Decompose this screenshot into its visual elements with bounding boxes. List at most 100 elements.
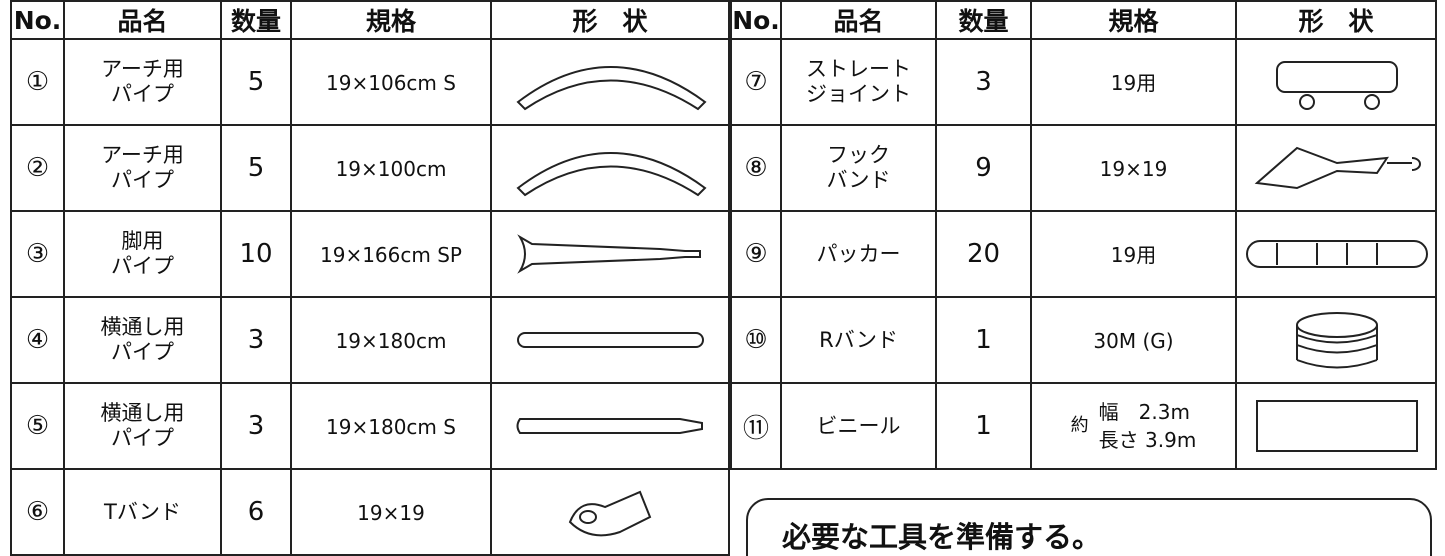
item-row: ⑦ ストレート ジョイント 3 19用 — [730, 38, 1437, 126]
item-spec: 30M (G) — [1030, 296, 1237, 384]
item-spec: 19×166cm SP — [290, 210, 492, 298]
item-quantity: 3 — [935, 38, 1032, 126]
spec-prefix: 約 — [1070, 415, 1089, 436]
name-line: Tバンド — [104, 499, 181, 524]
item-shape — [490, 296, 730, 384]
item-name: フック バンド — [780, 124, 937, 212]
spec-line: 19×100cm — [335, 156, 447, 181]
item-row: ⑪ ビニール 1 約幅 2.3m 長さ 3.9m — [730, 382, 1437, 470]
item-name: ビニール — [780, 382, 937, 470]
header-cell: 規格 — [290, 0, 492, 40]
header-cell: 数量 — [935, 0, 1032, 40]
item-quantity: 10 — [220, 210, 292, 298]
item-row: ① アーチ用 パイプ 5 19×106cm S — [10, 38, 730, 126]
item-shape — [490, 38, 730, 126]
item-quantity: 6 — [220, 468, 292, 556]
item-name: ストレート ジョイント — [780, 38, 937, 126]
item-quantity: 3 — [220, 382, 292, 470]
item-spec: 19用 — [1030, 38, 1237, 126]
item-number: ⑥ — [10, 468, 65, 556]
item-quantity: 1 — [935, 296, 1032, 384]
shape-icon — [568, 490, 652, 537]
item-number: ⑦ — [730, 38, 782, 126]
item-row: ⑧ フック バンド 9 19×19 — [730, 124, 1437, 212]
shape-icon — [516, 152, 707, 197]
header-cell: No. — [10, 0, 65, 40]
item-number: ⑧ — [730, 124, 782, 212]
header-cell: 品名 — [63, 0, 222, 40]
shape-icon — [516, 418, 703, 434]
item-number: ④ — [10, 296, 65, 384]
item-row: ⑨ パッカー 20 19用 — [730, 210, 1437, 298]
item-quantity: 3 — [220, 296, 292, 384]
spec-lines: 19×166cm SP — [320, 241, 462, 269]
shape-icon — [516, 66, 707, 111]
item-shape — [1235, 296, 1437, 384]
header-cell: 形 状 — [1235, 0, 1437, 40]
note-box: 必要な工具を準備する。 — [746, 498, 1432, 556]
shape-icon — [1246, 240, 1428, 268]
item-shape — [490, 210, 730, 298]
spec-lines: 19×180cm — [336, 327, 447, 355]
name-line: パイプ — [111, 82, 174, 106]
item-shape — [490, 468, 730, 556]
item-number: ⑩ — [730, 296, 782, 384]
name-line: パイプ — [111, 254, 174, 278]
item-name: 脚用 パイプ — [63, 210, 222, 298]
item-shape — [490, 382, 730, 470]
spec-line: 19×106cm S — [326, 70, 456, 95]
item-row: ③ 脚用 パイプ 10 19×166cm SP — [10, 210, 730, 298]
spec-line: 19×180cm S — [326, 414, 456, 439]
item-row: ⑥ Tバンド 6 19×19 — [10, 468, 730, 556]
spec-line: 19用 — [1110, 242, 1157, 267]
item-spec: 19×106cm S — [290, 38, 492, 126]
spec-lines: 19×180cm S — [326, 413, 456, 441]
item-name: Tバンド — [63, 468, 222, 556]
item-number: ⑤ — [10, 382, 65, 470]
item-number: ⑨ — [730, 210, 782, 298]
item-shape — [1235, 382, 1437, 470]
shape-icon — [1256, 400, 1418, 452]
spec-line: 長さ 3.9m — [1098, 428, 1197, 452]
shape-icon — [1276, 61, 1398, 110]
name-line: 脚用 — [121, 229, 164, 253]
item-spec: 19×19 — [1030, 124, 1237, 212]
spec-lines: 30M (G) — [1093, 327, 1173, 355]
spec-line: 19×19 — [357, 500, 425, 525]
item-name: アーチ用 パイプ — [63, 124, 222, 212]
name-line: パッカー — [816, 241, 901, 266]
spec-line: 19×180cm — [335, 328, 447, 353]
shape-icon — [517, 234, 701, 274]
spec-line: 幅 2.3m — [1098, 400, 1190, 424]
spec-line: 19×19 — [1099, 156, 1168, 181]
item-spec: 19用 — [1030, 210, 1237, 298]
item-name: アーチ用 パイプ — [63, 38, 222, 126]
spec-line: 19用 — [1110, 70, 1157, 95]
spec-lines: 19用 — [1111, 241, 1156, 269]
spec-line: 19×166cm SP — [320, 242, 462, 267]
item-name: Rバンド — [780, 296, 937, 384]
item-number: ⑪ — [730, 382, 782, 470]
item-quantity: 5 — [220, 124, 292, 212]
item-name: 横通し用 パイプ — [63, 296, 222, 384]
name-line: ビニール — [816, 413, 901, 438]
name-line: パイプ — [111, 426, 174, 450]
item-name: パッカー — [780, 210, 937, 298]
item-shape — [1235, 38, 1437, 126]
item-spec: 約幅 2.3m 長さ 3.9m — [1030, 382, 1237, 470]
name-line: 横通し用 — [100, 401, 185, 425]
name-line: バンド — [826, 168, 891, 192]
header-cell: 数量 — [220, 0, 292, 40]
shape-icon — [1254, 146, 1421, 190]
item-shape — [1235, 124, 1437, 212]
shape-icon — [1296, 312, 1378, 369]
shape-icon — [517, 332, 704, 348]
item-row: ④ 横通し用 パイプ 3 19×180cm — [10, 296, 730, 384]
right-table: No. 品名 数量 規格形 状 ⑦ ストレート ジョイント 3 19用 ⑧ フック バンド 9 19×19… — [730, 0, 1437, 470]
name-line: アーチ用 — [101, 143, 184, 167]
name-line: パイプ — [111, 340, 174, 364]
spec-lines: 19×19 — [357, 499, 425, 527]
item-number: ③ — [10, 210, 65, 298]
item-quantity: 20 — [935, 210, 1032, 298]
item-quantity: 9 — [935, 124, 1032, 212]
